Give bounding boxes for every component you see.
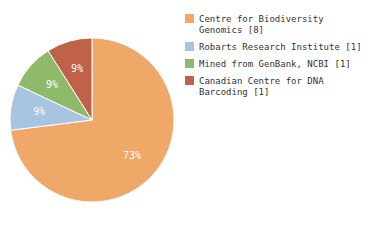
legend-label-line: Canadian Centre for DNA (199, 76, 324, 86)
legend-label-line: Genomics [8] (199, 25, 264, 35)
legend-label-line: Robarts Research Institute [1] (199, 42, 362, 52)
data-labels: 73% 9% 9% 9% (33, 63, 141, 160)
chart-svg: 73% 9% 9% 9% Centre for BiodiversityGenomics… (0, 0, 380, 240)
data-label: 9% (46, 79, 58, 90)
legend-swatch (185, 14, 194, 23)
legend: Centre for BiodiversityGenomics [8] Robar… (185, 14, 362, 97)
legend-swatch (185, 59, 194, 68)
pie-slice (11, 38, 174, 202)
legend-label-line: Barcoding [1] (199, 87, 269, 97)
legend-label: Canadian Centre for DNABarcoding [1] (199, 76, 324, 97)
legend-item: Robarts Research Institute [1] (185, 42, 362, 52)
data-label: 73% (123, 150, 141, 161)
legend-label-line: Mined from GenBank, NCBI [1] (199, 59, 351, 69)
legend-label: Robarts Research Institute [1] (199, 42, 362, 52)
legend-item: Mined from GenBank, NCBI [1] (185, 59, 351, 69)
pie (10, 38, 174, 202)
legend-item: Centre for BiodiversityGenomics [8] (185, 14, 324, 35)
legend-label: Mined from GenBank, NCBI [1] (199, 59, 351, 69)
data-label: 9% (33, 106, 45, 117)
legend-label: Centre for BiodiversityGenomics [8] (199, 14, 324, 35)
legend-swatch (185, 76, 194, 85)
legend-item: Canadian Centre for DNABarcoding [1] (185, 76, 324, 97)
legend-label-line: Centre for Biodiversity (199, 14, 324, 24)
data-label: 9% (71, 63, 83, 74)
legend-swatch (185, 42, 194, 51)
